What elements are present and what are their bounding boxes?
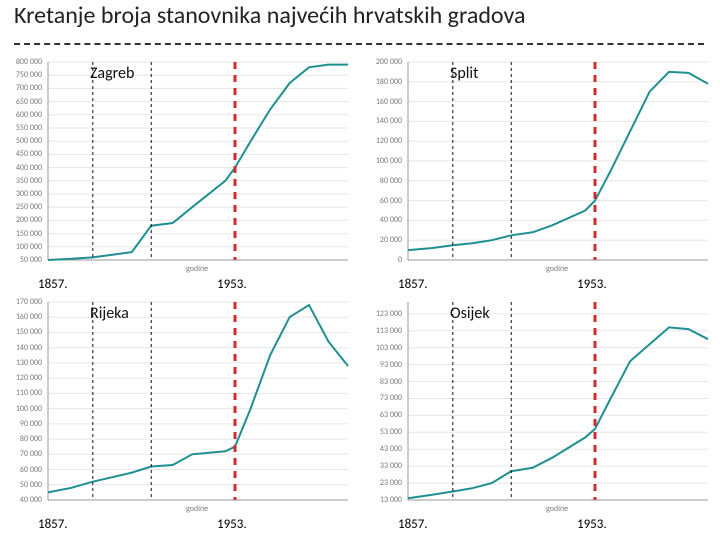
x-axis-label: godine (546, 504, 568, 514)
city-label-split: Split (450, 64, 478, 83)
panel-zagreb: 50 000100 000150 000200 000250 000300 00… (0, 54, 360, 294)
chart-split (360, 54, 720, 276)
year-label-1953: 1953. (217, 277, 247, 292)
x-axis-label: godine (186, 504, 208, 514)
year-label-1857: 1857. (398, 517, 428, 532)
year-label-1953: 1953. (217, 517, 247, 532)
year-label-1857: 1857. (38, 517, 68, 532)
x-axis-label: godine (546, 264, 568, 274)
city-label-osijek: Osijek (450, 304, 490, 323)
city-label-rijeka: Rijeka (90, 304, 129, 323)
year-label-1953: 1953. (577, 517, 607, 532)
title-underline (14, 43, 704, 45)
city-label-zagreb: Zagreb (90, 64, 134, 83)
panel-split: 020 00040 00060 00080 000100 000120 0001… (360, 54, 720, 294)
chart-rijeka (0, 294, 360, 516)
x-axis-label: godine (186, 264, 208, 274)
panel-osijek: 13 00023 00033 00043 00053 00063 00073 0… (360, 294, 720, 534)
year-label-1857: 1857. (38, 277, 68, 292)
panel-rijeka: 40 00050 00060 00070 00080 00090 000100 … (0, 294, 360, 534)
chart-grid: 50 000100 000150 000200 000250 000300 00… (0, 54, 720, 534)
year-label-1857: 1857. (398, 277, 428, 292)
chart-osijek (360, 294, 720, 516)
chart-zagreb (0, 54, 360, 276)
year-label-1953: 1953. (577, 277, 607, 292)
page-title: Kretanje broja stanovnika najvećih hrvat… (14, 2, 704, 30)
